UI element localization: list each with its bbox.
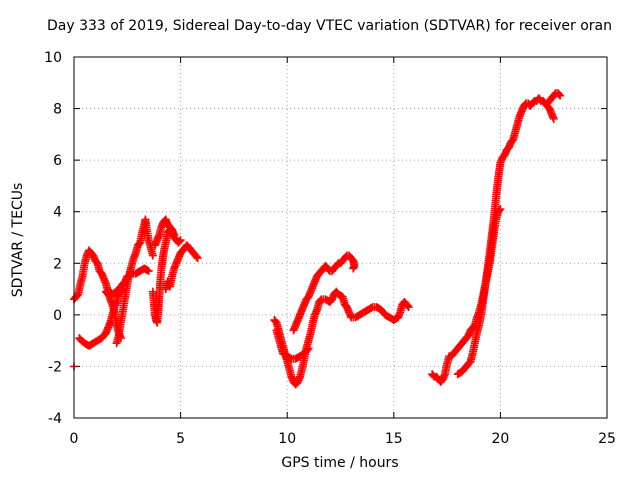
axis-ticks — [73, 56, 608, 419]
tick-labels: 0 5 10 15 20 25 -4 -2 0 2 4 6 8 10 — [44, 50, 616, 447]
y-tick-label: -2 — [48, 359, 62, 375]
data-point — [304, 344, 313, 353]
x-tick-label: 25 — [598, 431, 616, 447]
x-tick-label: 15 — [385, 431, 403, 447]
data-point — [193, 254, 202, 263]
data-point — [555, 90, 564, 99]
y-axis-label: SDTVAR / TECUs — [10, 182, 26, 298]
data-series-sdtvar — [70, 89, 565, 389]
data-point — [148, 251, 157, 260]
data-point — [170, 230, 179, 239]
x-tick-label: 0 — [70, 431, 79, 447]
y-tick-label: 2 — [53, 256, 62, 272]
data-point — [349, 264, 358, 273]
x-tick-label: 20 — [491, 431, 509, 447]
plot-frame — [73, 56, 608, 419]
data-point — [556, 91, 565, 100]
y-tick-label: 8 — [53, 102, 62, 118]
data-point — [403, 301, 412, 310]
data-point — [404, 303, 413, 312]
y-tick-label: 6 — [53, 153, 62, 169]
data-point — [367, 303, 376, 312]
data-point — [175, 237, 184, 246]
x-axis-label: GPS time / hours — [281, 455, 399, 471]
y-tick-label: 0 — [53, 308, 62, 324]
chart-title: Day 333 of 2019, Sidereal Day-to-day VTE… — [47, 18, 612, 34]
data-point — [144, 267, 153, 276]
y-tick-label: 10 — [44, 50, 62, 66]
x-tick-label: 5 — [176, 431, 185, 447]
data-point — [176, 236, 185, 245]
data-point — [549, 114, 558, 123]
y-tick-label: -4 — [48, 411, 62, 427]
data-point — [303, 345, 312, 354]
data-point — [192, 252, 201, 261]
data-point — [143, 266, 152, 275]
grid-lines — [74, 57, 607, 418]
x-tick-label: 10 — [278, 431, 296, 447]
data-point — [286, 353, 295, 362]
y-tick-label: 4 — [53, 205, 62, 221]
